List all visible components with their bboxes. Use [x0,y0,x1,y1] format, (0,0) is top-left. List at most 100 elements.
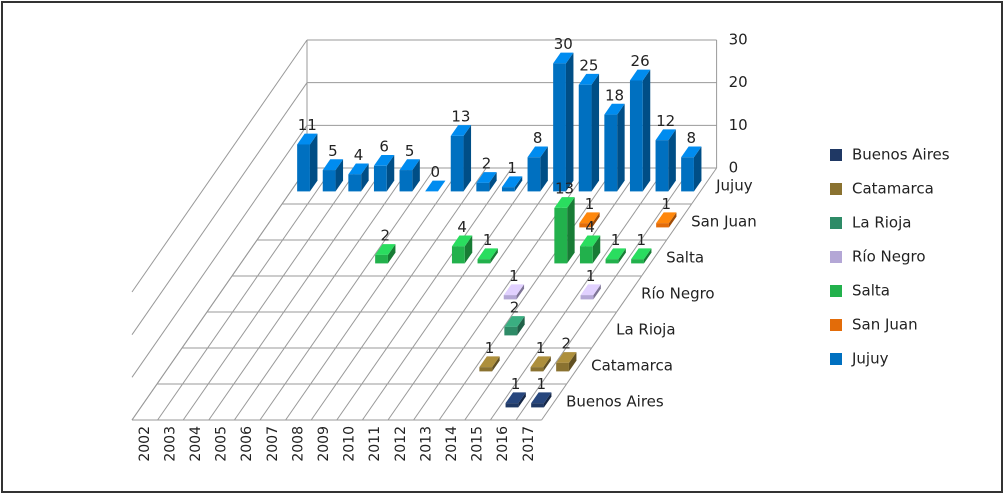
bar [373,165,387,192]
legend-label: Río Negro [852,248,926,266]
bar-top [631,248,652,260]
floor-line [233,167,410,421]
bar [629,80,643,192]
bar-3d [477,248,498,264]
legend-label: Jujuy [851,350,889,368]
data-label: 4 [585,218,595,236]
bar-3d [479,356,500,372]
x-tick-label: 2002 [137,426,153,462]
bar-side [693,146,702,192]
legend-label: Buenos Aires [852,146,950,164]
bar [556,362,569,372]
depth-label: Jujuy [715,177,753,195]
bar [297,144,310,192]
depth-label: San Juan [691,213,757,231]
data-label: 4 [457,218,467,236]
data-label: 1 [509,267,519,285]
data-label: 2 [381,227,391,245]
bar-top [580,284,601,296]
bar-3d [527,146,548,192]
bar [656,223,669,228]
bar-side [592,212,600,228]
bar-side [518,392,526,408]
bar-side [543,356,551,372]
bar-top [375,244,396,255]
data-label: 1 [585,195,595,213]
bar-3d [553,52,574,192]
depth-label: Buenos Aires [566,393,664,411]
depth-label: Río Negro [641,285,715,303]
x-tick-label: 2003 [162,426,178,462]
bar-side [517,316,525,336]
bar-side [309,133,318,192]
data-label: 0 [431,163,441,181]
bar-side [668,212,677,228]
x-tick-label: 2014 [444,426,460,462]
data-label: 12 [656,112,675,130]
grid-line [131,82,308,335]
floor-line [541,167,718,421]
legend-label: San Juan [852,316,918,334]
legend-swatch [830,285,842,297]
floor-line [464,167,641,421]
legend-swatch [830,319,842,331]
bar-3d [556,352,577,372]
bar-top [681,146,702,158]
bar-top [399,159,420,171]
bar [605,259,619,264]
bar [479,367,493,372]
bar [348,174,362,192]
x-tick-label: 2017 [521,426,537,462]
data-label: 26 [631,52,650,70]
floor-line [361,167,538,421]
bar [504,326,518,336]
legend-label: Salta [852,282,890,300]
legend-label: La Rioja [852,214,911,232]
bar-top [373,155,395,166]
bar-side [568,352,577,372]
data-label: 1 [507,159,517,177]
data-label: 1 [586,267,596,285]
legend-swatch [830,353,842,365]
bar [579,223,593,228]
bar [580,295,594,300]
bar [501,187,515,192]
bar-top [578,73,600,85]
grid-line [131,167,308,421]
bar-3d [503,284,525,300]
bar-3d [450,125,472,192]
bar-side [617,103,625,192]
bar-top [554,197,575,208]
legend-swatch [830,251,842,263]
x-tick-label: 2011 [367,426,383,462]
bar [655,140,669,192]
bar-top [425,180,446,192]
data-label: 30 [554,35,573,53]
bar-side [335,159,344,192]
bar-top [505,392,526,404]
bar-side [514,176,523,192]
x-tick-label: 2007 [265,426,281,462]
bar-top [531,392,552,404]
bar-side [565,52,574,192]
x-tick-label: 2016 [495,426,511,462]
x-tick-label: 2004 [188,426,204,462]
bar-3d [451,235,473,264]
bar-side [386,155,395,192]
bar-top [604,103,625,115]
data-label: 5 [328,142,338,160]
bar-top [297,133,318,145]
data-label: 1 [511,375,521,393]
data-label: 5 [405,142,415,160]
data-label: 18 [605,86,624,104]
data-label: 13 [555,180,574,198]
bar [399,170,413,192]
x-tick-label: 2005 [214,426,230,462]
depth-label: Catamarca [591,357,673,375]
y-tick-label: 10 [729,116,748,134]
bar-3d [476,172,497,192]
bar-top [501,176,523,188]
floor-line [208,167,385,421]
floor-line [489,167,666,421]
